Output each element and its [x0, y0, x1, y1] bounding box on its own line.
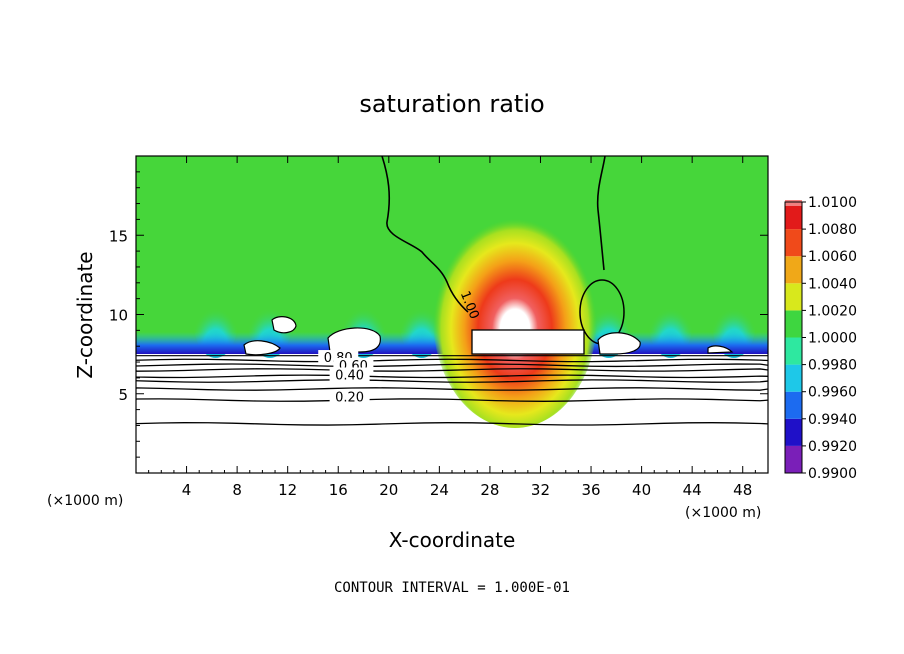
colorbar-label: 0.9920 — [808, 439, 857, 455]
contour-1-00-left — [381, 156, 469, 313]
contour-line — [136, 387, 768, 391]
colorbar-label: 0.9960 — [808, 385, 857, 401]
x-tick-label: 28 — [480, 481, 499, 499]
x-tick-label: 12 — [278, 481, 297, 499]
colorbar-label: 1.0040 — [808, 276, 857, 292]
colorbar-band — [785, 391, 802, 419]
x-tick-label: 24 — [430, 481, 449, 499]
colorbar-label: 0.9900 — [808, 466, 857, 482]
contour-label: 0.40 — [335, 368, 364, 383]
y-axis-ticks: 5 10 15 — [109, 171, 768, 458]
colorbar-band — [785, 337, 802, 365]
contour-lines — [136, 355, 768, 426]
colorbar-label: 1.0000 — [808, 331, 857, 347]
contour-line — [136, 379, 768, 383]
contour-1-00-right — [596, 156, 606, 271]
contour-line — [136, 422, 768, 426]
colorbar-band — [785, 445, 802, 473]
contour-line — [136, 368, 768, 372]
colorbar-label: 1.0100 — [808, 195, 857, 211]
x-tick-label: 40 — [632, 481, 651, 499]
colorbar-label: 1.0080 — [808, 222, 857, 238]
y-tick-label: 5 — [118, 386, 128, 404]
colorbar-band-top — [785, 200, 802, 206]
colorbar-band — [785, 364, 802, 392]
colorbar-band — [785, 283, 802, 311]
supersaturated-core — [433, 208, 597, 428]
colorbar-band — [785, 418, 802, 446]
cloud-core-white — [471, 329, 585, 355]
small-cloud-patches — [243, 316, 734, 356]
x-tick-label: 16 — [329, 481, 348, 499]
x-tick-label: 8 — [232, 481, 242, 499]
colorbar-band — [785, 202, 802, 230]
y-tick-label: 10 — [109, 307, 128, 325]
colorbar-band — [785, 310, 802, 338]
x-axis-unit: (×1000 m) — [685, 505, 761, 521]
colorbar: 0.9900 0.9920 0.9940 0.9960 0.9980 1.0000 1.00… — [784, 195, 857, 482]
x-tick-label: 36 — [581, 481, 600, 499]
colorbar-label: 1.0060 — [808, 249, 857, 265]
contour-line — [136, 363, 768, 368]
contour-label-mask — [329, 389, 370, 405]
plot-area — [136, 156, 768, 473]
x-axis-label: X-coordinate — [389, 528, 516, 552]
y-axis-unit: (×1000 m) — [47, 493, 123, 509]
colorbar-band — [785, 256, 802, 284]
contour-interval-note: CONTOUR INTERVAL = 1.000E-01 — [334, 580, 570, 596]
contour-line — [136, 358, 768, 363]
contour-label-mask — [329, 367, 370, 383]
x-tick-label: 48 — [733, 481, 752, 499]
colorbar-label: 0.9980 — [808, 358, 857, 374]
y-axis-label: Z-coordinate — [73, 251, 97, 378]
x-tick-label: 44 — [683, 481, 702, 499]
colorbar-band — [785, 229, 802, 257]
x-tick-label: 4 — [182, 481, 192, 499]
x-axis-ticks: 4 8 12 16 20 24 28 32 36 40 44 48 — [148, 156, 756, 499]
colorbar-label: 0.9940 — [808, 412, 857, 428]
x-tick-label: 20 — [379, 481, 398, 499]
contour-line — [136, 398, 768, 402]
chart-title: saturation ratio — [359, 90, 544, 118]
x-tick-label: 32 — [531, 481, 550, 499]
contour-label: 0.20 — [335, 391, 364, 406]
contour-line — [136, 374, 768, 379]
colorbar-label: 1.0020 — [808, 303, 857, 319]
y-tick-label: 15 — [109, 227, 128, 245]
